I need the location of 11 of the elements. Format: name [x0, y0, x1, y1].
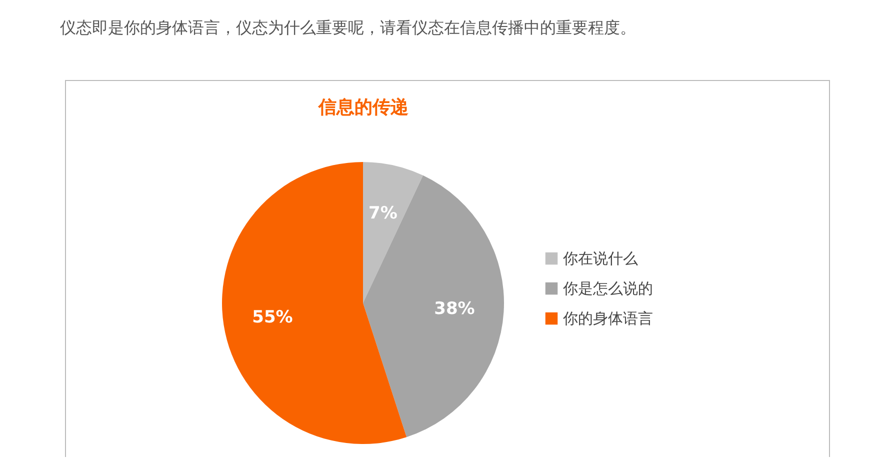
pie-slice — [363, 175, 504, 438]
data-label: 7% — [368, 204, 398, 224]
chart-title: 信息的传递 — [318, 97, 408, 118]
legend-label: 你是怎么说的 — [562, 280, 653, 298]
data-label: 55% — [252, 307, 293, 328]
legend-label: 你在说什么 — [562, 250, 638, 268]
legend-label: 你的身体语言 — [562, 310, 653, 328]
data-label: 38% — [434, 298, 475, 319]
pie-slice — [222, 162, 407, 444]
pie-slice — [363, 162, 424, 303]
text: 仪态即是你的身体语言，仪态为什么重要呢，请看仪态在信息传播中的重要程度。 — [60, 18, 636, 39]
